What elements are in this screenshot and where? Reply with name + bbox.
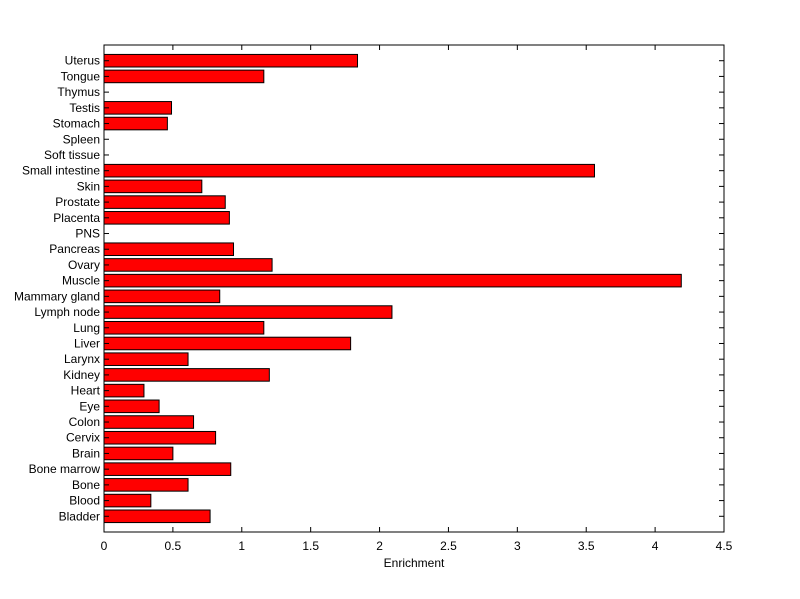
bar <box>103 399 160 414</box>
y-tick-label: Uterus <box>65 54 100 68</box>
bar <box>103 320 265 335</box>
x-tick-label: 1 <box>238 539 245 553</box>
x-tick-label: 2.5 <box>440 539 457 553</box>
x-axis-ticks: 0 0.5 1 1.5 2 2.5 3 3.5 4 4.5 <box>101 45 733 553</box>
bar <box>103 336 352 351</box>
x-tick-label: 2 <box>376 539 383 553</box>
bar <box>103 116 168 131</box>
bar <box>103 446 174 461</box>
y-tick-label: Mammary gland <box>14 289 100 303</box>
y-tick-label: Eye <box>79 399 100 413</box>
bar <box>103 352 189 366</box>
y-tick-label: Placenta <box>53 211 100 225</box>
y-tick-label: Skin <box>77 179 100 193</box>
bar <box>103 493 152 508</box>
bar <box>103 368 270 382</box>
x-axis-label: Enrichment <box>384 556 445 570</box>
bar <box>103 478 189 492</box>
bar <box>103 211 230 225</box>
x-tick-label: 3 <box>514 539 521 553</box>
x-tick-label: 3.5 <box>578 539 595 553</box>
y-tick-label: Prostate <box>55 195 100 209</box>
bar <box>103 101 173 115</box>
bar <box>103 242 235 257</box>
y-tick-label: PNS <box>75 227 100 241</box>
bar <box>103 179 203 194</box>
y-tick-label: Blood <box>69 494 100 508</box>
y-tick-label: Bladder <box>59 509 100 523</box>
x-tick-label: 1.5 <box>302 539 319 553</box>
bar <box>103 273 682 288</box>
y-tick-label: Heart <box>71 384 101 398</box>
bar <box>103 415 195 429</box>
y-tick-label: Pancreas <box>49 242 100 256</box>
bar <box>103 69 265 84</box>
bar <box>103 195 226 209</box>
bar <box>103 430 217 445</box>
y-tick-label: Small intestine <box>22 164 100 178</box>
y-tick-label: Spleen <box>63 132 100 146</box>
y-tick-label: Lymph node <box>34 305 100 319</box>
bar <box>103 305 393 319</box>
y-tick-label: Testis <box>69 101 100 115</box>
y-tick-label: Ovary <box>68 258 100 272</box>
y-tick-label: Brain <box>72 446 100 460</box>
bar <box>103 53 359 68</box>
y-tick-label: Liver <box>74 336 100 350</box>
y-tick-label: Cervix <box>66 431 100 445</box>
plot-frame <box>103 44 725 533</box>
x-tick-label: 0.5 <box>165 539 182 553</box>
bar <box>103 462 232 476</box>
bar <box>103 509 211 524</box>
y-tick-label: Lung <box>73 321 100 335</box>
y-tick-label: Kidney <box>63 368 100 382</box>
y-tick-label: Stomach <box>53 117 100 131</box>
y-tick-label: Muscle <box>62 274 100 288</box>
y-tick-label: Bone marrow <box>29 462 101 476</box>
bar <box>103 383 145 398</box>
y-tick-label: Thymus <box>57 85 100 99</box>
y-tick-label: Colon <box>69 415 100 429</box>
x-tick-label: 4 <box>652 539 659 553</box>
x-tick-label: 4.5 <box>716 539 733 553</box>
plot-area <box>104 45 724 532</box>
y-tick-label: Tongue <box>61 69 101 83</box>
y-tick-label: Bone <box>72 478 100 492</box>
x-tick-label: 0 <box>101 539 108 553</box>
bar <box>103 289 221 304</box>
bar <box>103 258 273 272</box>
y-tick-label: Larynx <box>64 352 100 366</box>
bar <box>103 163 595 178</box>
y-tick-label: Soft tissue <box>44 148 100 162</box>
